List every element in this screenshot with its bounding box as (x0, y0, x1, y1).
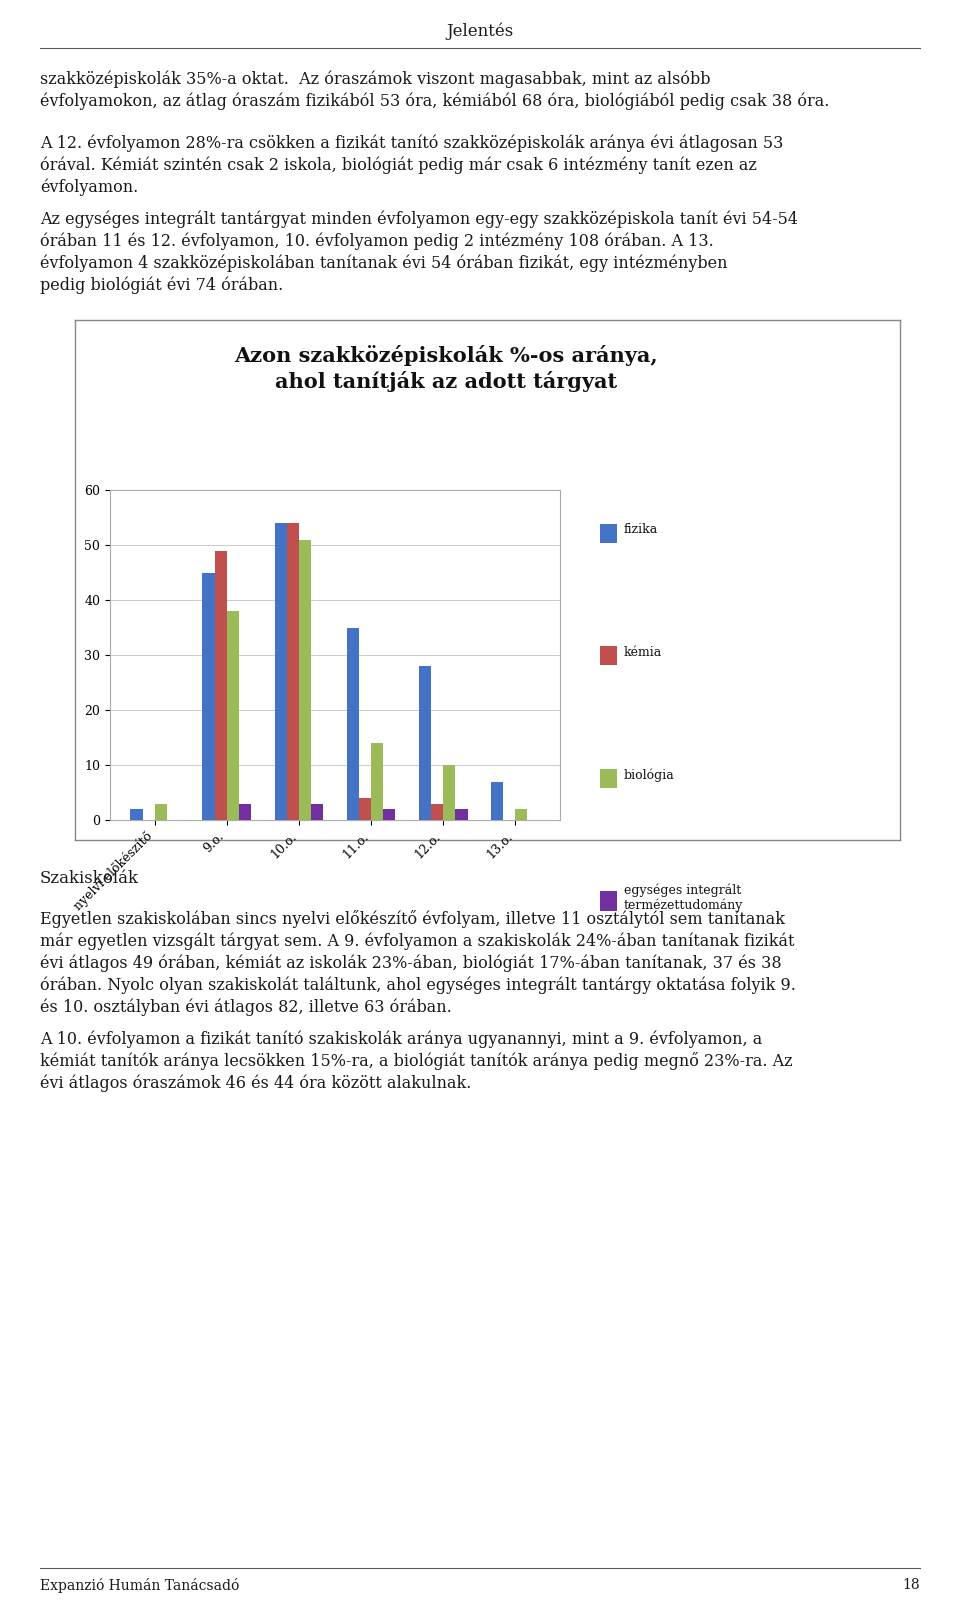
Bar (491, 782, 503, 819)
Bar (215, 550, 227, 819)
Text: egységes integrált
termézettudomány: egységes integrált termézettudomány (624, 884, 743, 913)
Text: évfolyamon 4 szakközépiskolában tanítanak évi 54 órában fizikát, egy intézménybe: évfolyamon 4 szakközépiskolában tanítana… (40, 253, 728, 271)
Text: évi átlagos 49 órában, kémiát az iskolák 23%-ában, biológiát 17%-ában tanítanak,: évi átlagos 49 órában, kémiát az iskolák… (40, 953, 781, 971)
Text: Expanzió Humán Tanácsadó: Expanzió Humán Tanácsadó (40, 1578, 239, 1594)
Bar (227, 611, 239, 819)
Bar (311, 803, 324, 819)
Bar (455, 810, 468, 819)
Bar (516, 810, 527, 819)
Text: szakközépiskolák 35%-a oktat.  Az óraszámok viszont magasabbak, mint az alsóbb: szakközépiskolák 35%-a oktat. Az óraszám… (40, 69, 710, 87)
Bar (203, 573, 215, 819)
Text: Szakiskolák: Szakiskolák (40, 869, 139, 887)
Text: kémia: kémia (624, 647, 662, 660)
Text: évfolyamokon, az átlag óraszám fizikából 53 óra, kémiából 68 óra, biológiából pe: évfolyamokon, az átlag óraszám fizikából… (40, 92, 829, 110)
Bar (383, 810, 396, 819)
Text: Jelentés: Jelentés (446, 23, 514, 39)
Text: Az egységes integrált tantárgyat minden évfolyamon egy-egy szakközépiskola tanít: Az egységes integrált tantárgyat minden … (40, 210, 798, 227)
Text: biológia: biológia (624, 768, 675, 782)
Bar (431, 803, 443, 819)
Text: fizika: fizika (624, 524, 659, 537)
Text: kémiát tanítók aránya lecsökken 15%-ra, a biológiát tanítók aránya pedig megnő 2: kémiát tanítók aránya lecsökken 15%-ra, … (40, 1052, 793, 1069)
Text: évfolyamon.: évfolyamon. (40, 179, 138, 197)
Bar (275, 523, 287, 819)
Bar (443, 765, 455, 819)
Bar (419, 666, 431, 819)
Bar (299, 539, 311, 819)
Bar (347, 627, 359, 819)
Bar (155, 803, 167, 819)
Text: Azon szakközépiskolák %-os aránya,
ahol tanítják az adott tárgyat: Azon szakközépiskolák %-os aránya, ahol … (234, 345, 658, 392)
Text: órában 11 és 12. évfolyamon, 10. évfolyamon pedig 2 intézmény 108 órában. A 13.: órában 11 és 12. évfolyamon, 10. évfolya… (40, 232, 713, 250)
Bar (359, 798, 371, 819)
Text: már egyetlen vizsgált tárgyat sem. A 9. évfolyamon a szakiskolák 24%-ában taníta: már egyetlen vizsgált tárgyat sem. A 9. … (40, 932, 795, 950)
Text: órában. Nyolc olyan szakiskolát találtunk, ahol egységes integrált tantárgy okta: órában. Nyolc olyan szakiskolát találtun… (40, 976, 796, 994)
Bar (239, 803, 252, 819)
Text: A 10. évfolyamon a fizikát tanító szakiskolák aránya ugyanannyi, mint a 9. évfol: A 10. évfolyamon a fizikát tanító szakis… (40, 1031, 762, 1047)
Text: évi átlagos óraszámok 46 és 44 óra között alakulnak.: évi átlagos óraszámok 46 és 44 óra közöt… (40, 1074, 471, 1092)
Bar (371, 744, 383, 819)
Text: 18: 18 (902, 1578, 920, 1592)
Text: és 10. osztályban évi átlagos 82, illetve 63 órában.: és 10. osztályban évi átlagos 82, illetv… (40, 998, 452, 1016)
Text: A 12. évfolyamon 28%-ra csökken a fizikát tanító szakközépiskolák aránya évi átl: A 12. évfolyamon 28%-ra csökken a fiziká… (40, 135, 783, 153)
Text: órával. Kémiát szintén csak 2 iskola, biológiát pedig már csak 6 intézmény tanít: órával. Kémiát szintén csak 2 iskola, bi… (40, 156, 756, 174)
Text: Egyetlen szakiskolában sincs nyelvi előkészítő évfolyam, illetve 11 osztálytól s: Egyetlen szakiskolában sincs nyelvi elők… (40, 910, 785, 927)
Text: pedig biológiát évi 74 órában.: pedig biológiát évi 74 órában. (40, 276, 283, 294)
Bar (131, 810, 143, 819)
Bar (287, 523, 299, 819)
